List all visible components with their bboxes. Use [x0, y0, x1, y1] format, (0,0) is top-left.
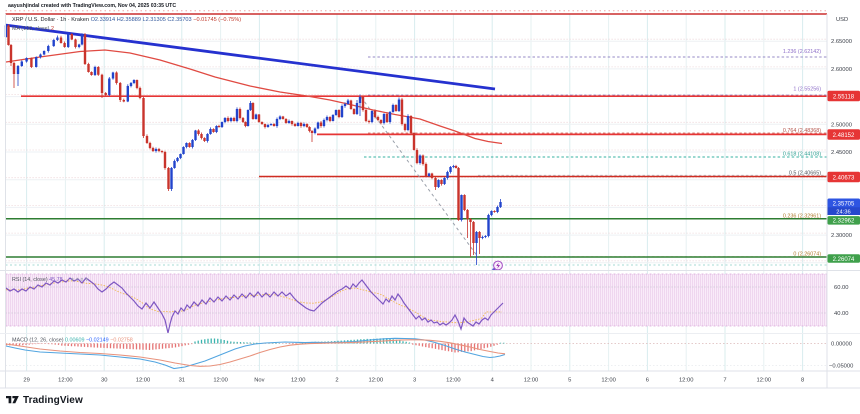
svg-text:2.32962: 2.32962: [833, 219, 855, 225]
svg-text:−0.05000: −0.05000: [829, 364, 853, 370]
svg-text:12:00: 12:00: [601, 378, 616, 384]
svg-text:2.40673: 2.40673: [833, 175, 855, 181]
svg-text:2.30000: 2.30000: [831, 233, 852, 239]
svg-text:2.60000: 2.60000: [831, 67, 852, 73]
svg-text:7: 7: [723, 378, 726, 384]
svg-text:12:00: 12:00: [136, 378, 151, 384]
svg-text:40.00: 40.00: [834, 311, 849, 317]
svg-text:12:00: 12:00: [213, 378, 228, 384]
svg-text:MA (100, close) 2: MA (100, close) 2: [12, 26, 54, 32]
svg-text:XRP / U.S. Dollar · 1h · Krake: XRP / U.S. Dollar · 1h · Kraken O2.33914…: [12, 17, 241, 23]
svg-text:MACD (12, 26, close) 0.00609 −: MACD (12, 26, close) 0.00609 −0.02149 −0…: [12, 338, 133, 344]
svg-text:Nov: Nov: [254, 378, 264, 384]
svg-text:12:00: 12:00: [446, 378, 461, 384]
svg-text:8: 8: [801, 378, 804, 384]
svg-text:29: 29: [23, 378, 29, 384]
svg-text:24:36: 24:36: [836, 209, 851, 215]
svg-text:12:00: 12:00: [58, 378, 73, 384]
svg-text:4: 4: [491, 378, 495, 384]
svg-text:0.618 (2.44108): 0.618 (2.44108): [783, 152, 821, 158]
svg-text:0.236 (2.32961): 0.236 (2.32961): [783, 214, 821, 220]
svg-text:USD: USD: [836, 17, 848, 23]
svg-text:5: 5: [568, 378, 571, 384]
svg-text:2.45000: 2.45000: [831, 150, 852, 156]
svg-text:0.764 (2.48368): 0.764 (2.48368): [783, 128, 821, 134]
svg-text:2.26074: 2.26074: [833, 257, 855, 263]
svg-text:2.55118: 2.55118: [833, 94, 855, 100]
svg-text:2.65000: 2.65000: [831, 39, 852, 45]
svg-text:12:00: 12:00: [369, 378, 384, 384]
svg-text:6: 6: [646, 378, 649, 384]
svg-text:30: 30: [101, 378, 107, 384]
svg-text:0.5 (2.40665): 0.5 (2.40665): [789, 170, 821, 176]
svg-text:12:00: 12:00: [524, 378, 539, 384]
svg-text:2: 2: [335, 378, 338, 384]
svg-text:12:00: 12:00: [757, 378, 772, 384]
svg-text:2.50000: 2.50000: [831, 122, 852, 128]
svg-text:2.35705: 2.35705: [833, 202, 855, 208]
svg-text:12:00: 12:00: [679, 378, 694, 384]
svg-text:RSI (14, close) 45.78 · · ⌽ ⌽: RSI (14, close) 45.78 · · ⌽ ⌽ ⌽ ⌽: [12, 277, 88, 283]
svg-text:1 (2.55256): 1 (2.55256): [793, 87, 821, 93]
svg-text:12:00: 12:00: [291, 378, 306, 384]
svg-text:31: 31: [179, 378, 185, 384]
svg-text:1.236 (2.62142): 1.236 (2.62142): [783, 49, 821, 55]
svg-text:0.00000: 0.00000: [831, 342, 852, 348]
svg-text:2.48152: 2.48152: [833, 133, 855, 139]
svg-text:3: 3: [413, 378, 416, 384]
svg-text:0 (2.26074): 0 (2.26074): [793, 251, 821, 257]
svg-text:60.00: 60.00: [834, 285, 849, 291]
